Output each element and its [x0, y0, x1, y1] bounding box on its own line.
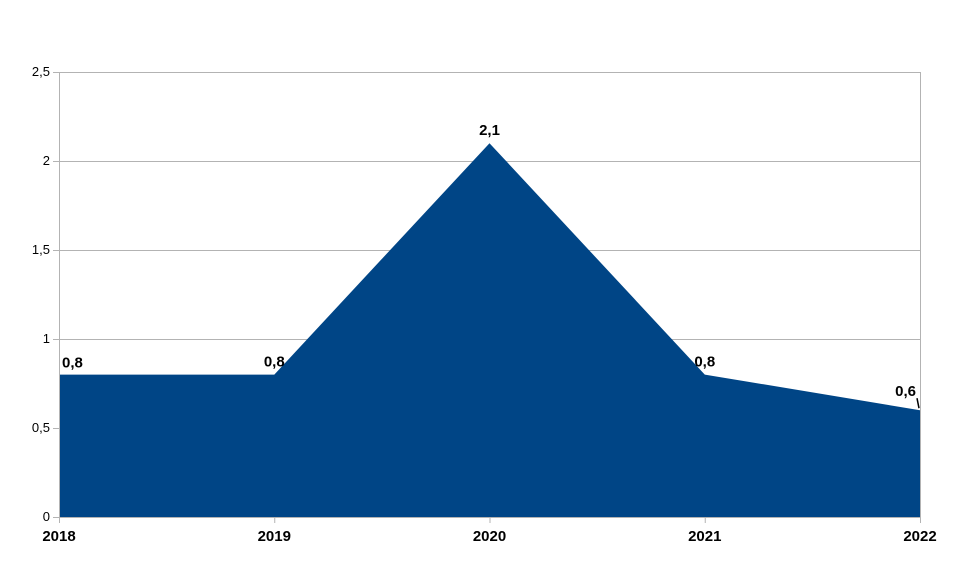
y-tick-label: 1	[43, 331, 50, 346]
x-axis-label: 2019	[258, 528, 291, 545]
x-axis-label: 2020	[473, 528, 506, 545]
y-tick-label: 2,5	[32, 64, 50, 79]
y-tick-label: 1,5	[32, 242, 50, 257]
data-label: 0,8	[264, 354, 285, 371]
data-label-leader-line	[916, 398, 920, 409]
area-series	[59, 143, 920, 517]
x-axis-label: 2021	[688, 528, 721, 545]
data-label: 2,1	[479, 122, 500, 139]
y-tick-label: 2	[43, 153, 50, 168]
y-tick-label: 0	[43, 509, 50, 524]
x-axis-label: 2022	[903, 528, 936, 545]
data-label: 0,8	[694, 354, 715, 371]
data-label: 0,6	[895, 383, 916, 400]
x-axis-label: 2018	[42, 528, 75, 545]
data-label: 0,8	[62, 355, 83, 372]
y-tick-label: 0,5	[32, 420, 50, 435]
